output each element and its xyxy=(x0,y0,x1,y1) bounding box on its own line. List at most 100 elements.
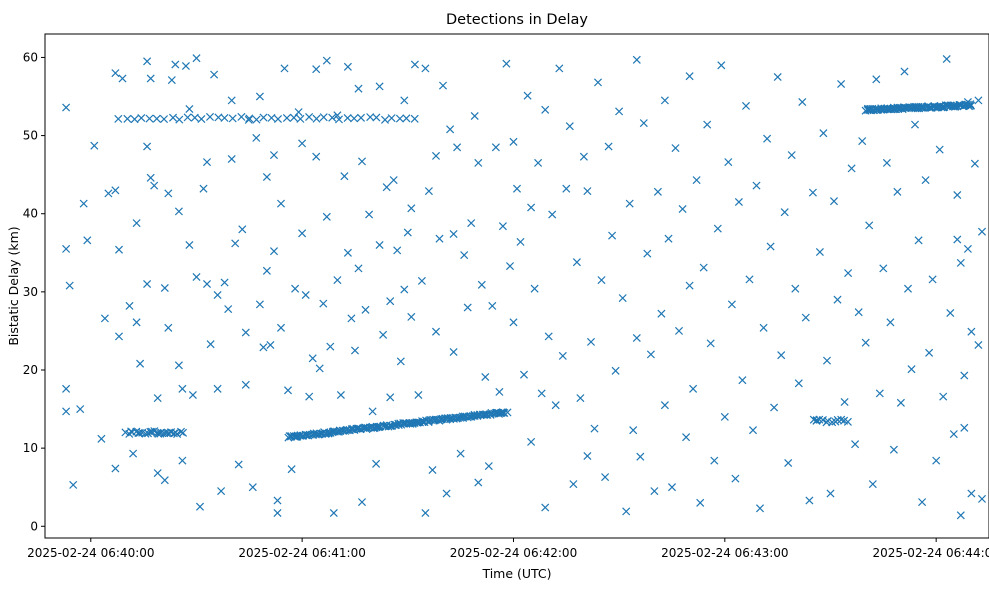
data-point xyxy=(449,347,458,357)
data-point xyxy=(886,318,895,327)
y-tick-label: 0 xyxy=(30,519,38,533)
data-point xyxy=(365,210,374,219)
data-point xyxy=(527,437,536,446)
data-point xyxy=(368,407,377,416)
data-point xyxy=(357,498,367,507)
data-point xyxy=(174,361,183,370)
data-point xyxy=(195,502,205,511)
data-point xyxy=(282,113,291,123)
data-point xyxy=(213,384,222,393)
data-point xyxy=(608,231,617,240)
data-point xyxy=(812,416,821,425)
data-point xyxy=(801,313,810,322)
data-point xyxy=(421,508,430,518)
data-point xyxy=(252,115,261,124)
data-point xyxy=(534,158,543,167)
data-point xyxy=(854,308,863,317)
data-point xyxy=(896,398,905,407)
data-point xyxy=(69,480,78,489)
data-point xyxy=(241,380,250,389)
data-point xyxy=(231,239,240,248)
data-point xyxy=(372,422,381,431)
data-point xyxy=(939,392,948,401)
data-point xyxy=(228,114,237,123)
y-tick-label: 50 xyxy=(23,129,38,143)
data-point xyxy=(565,122,574,131)
data-point xyxy=(132,318,141,327)
data-point xyxy=(132,219,141,228)
plot-area xyxy=(62,54,987,520)
data-point xyxy=(755,504,765,513)
data-point xyxy=(460,251,469,260)
data-point xyxy=(794,379,803,388)
data-point xyxy=(720,412,729,421)
data-point xyxy=(262,172,271,182)
data-point xyxy=(111,186,120,195)
data-point xyxy=(815,247,824,257)
data-point xyxy=(766,242,775,251)
data-point xyxy=(632,55,641,64)
data-point xyxy=(319,299,328,308)
data-point xyxy=(159,115,169,124)
data-point xyxy=(118,74,127,83)
data-point xyxy=(185,240,194,250)
data-point xyxy=(366,113,375,122)
y-axis-ticks: 0 10 20 30 40 50 60 xyxy=(23,50,45,533)
data-point xyxy=(966,101,975,110)
data-point xyxy=(660,401,669,410)
data-point xyxy=(181,61,190,71)
data-point xyxy=(956,511,965,520)
data-point xyxy=(942,54,951,64)
data-point xyxy=(481,372,490,382)
data-point xyxy=(646,350,655,359)
data-point xyxy=(283,386,293,395)
data-point xyxy=(336,390,345,400)
x-axis-label: Time (UTC) xyxy=(481,566,551,581)
data-point xyxy=(296,114,305,123)
data-point xyxy=(202,279,212,289)
data-point xyxy=(417,276,426,285)
data-point xyxy=(62,407,71,416)
data-point xyxy=(333,111,342,120)
data-point xyxy=(114,114,123,123)
data-point xyxy=(946,308,955,318)
data-point xyxy=(727,300,736,309)
data-point xyxy=(495,387,504,396)
data-point xyxy=(713,224,722,233)
data-point xyxy=(537,389,546,398)
data-point xyxy=(298,139,307,148)
data-point xyxy=(893,187,902,196)
data-point xyxy=(858,137,867,146)
data-point xyxy=(414,390,423,400)
data-point xyxy=(79,199,88,208)
data-point xyxy=(907,365,916,374)
data-point xyxy=(562,184,571,193)
data-point xyxy=(114,332,124,341)
data-point xyxy=(551,401,560,410)
data-point xyxy=(678,204,687,214)
data-point xyxy=(544,332,553,341)
data-point xyxy=(724,158,733,167)
data-point xyxy=(601,473,610,482)
data-point xyxy=(780,208,789,217)
data-point xyxy=(178,384,187,393)
data-point xyxy=(431,151,441,160)
data-point xyxy=(442,489,451,498)
data-point xyxy=(819,129,828,138)
data-point xyxy=(227,154,236,164)
data-point xyxy=(914,236,923,245)
data-point xyxy=(244,115,253,124)
data-point xyxy=(217,487,226,496)
data-point xyxy=(421,64,430,73)
data-point xyxy=(83,236,92,245)
data-point xyxy=(175,115,184,124)
data-point xyxy=(861,338,870,347)
data-point xyxy=(160,476,169,485)
data-point xyxy=(593,78,603,87)
data-point xyxy=(805,496,814,505)
data-point xyxy=(615,107,624,116)
data-point xyxy=(667,483,677,492)
data-point xyxy=(192,54,201,63)
data-point xyxy=(773,72,782,82)
data-point xyxy=(174,207,183,216)
